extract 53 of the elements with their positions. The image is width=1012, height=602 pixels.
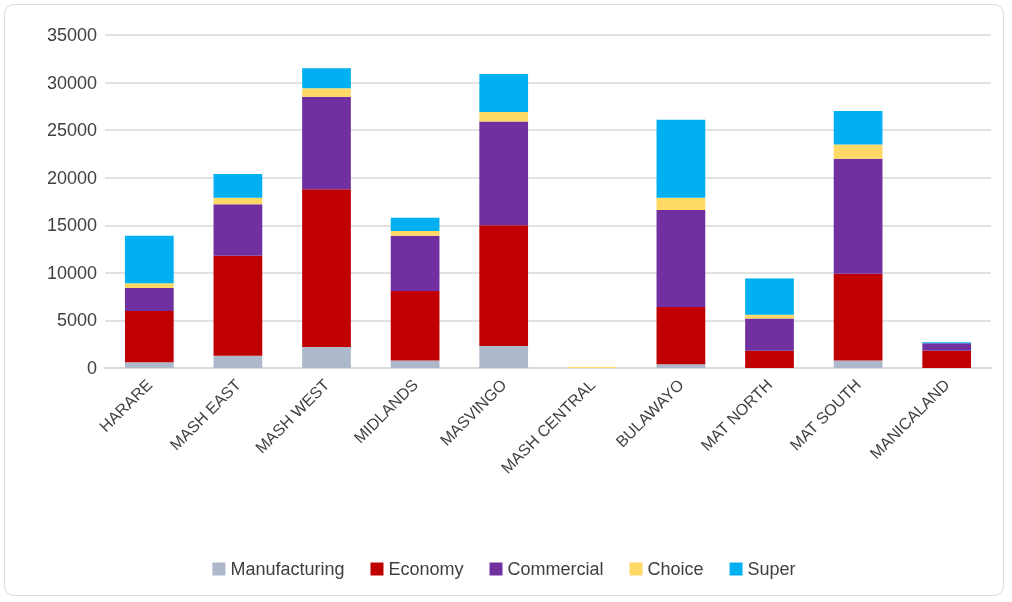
bar: [213, 173, 263, 198]
y-tick-label: 35000: [46, 25, 97, 45]
bar: [745, 278, 794, 315]
y-tick-label: 20000: [46, 167, 97, 188]
bar: [833, 158, 883, 274]
bar: [656, 307, 706, 365]
bar: [656, 210, 706, 308]
y-tick-label: 25000: [46, 120, 97, 141]
bar: [479, 121, 529, 226]
bar: [124, 310, 174, 363]
legend-label: Commercial: [507, 559, 604, 579]
bar: [124, 235, 174, 284]
bar: [656, 197, 706, 211]
bar: [124, 362, 174, 368]
bar: [390, 230, 440, 236]
bar: [479, 225, 529, 347]
bar: [124, 288, 174, 311]
bar: [922, 343, 972, 351]
y-tick-label: 0: [86, 358, 97, 378]
bar: [390, 290, 440, 361]
bar: [390, 217, 440, 231]
bar: [833, 360, 883, 368]
bar: [213, 355, 263, 368]
bar: [745, 314, 794, 319]
bar: [302, 88, 351, 97]
legend-label: Manufacturing: [230, 559, 345, 579]
bar: [390, 360, 440, 368]
y-tick-label: 30000: [46, 72, 97, 93]
bar: [833, 273, 883, 361]
bar: [213, 204, 263, 256]
bar: [213, 255, 263, 356]
legend-label: Super: [747, 559, 796, 579]
bar: [479, 112, 529, 122]
bar: [745, 318, 794, 351]
bar: [124, 283, 174, 289]
bar: [656, 119, 706, 198]
bar: [656, 364, 706, 368]
legend-label: Economy: [388, 559, 464, 579]
bar: [302, 96, 351, 190]
bar: [302, 68, 351, 89]
bar: [302, 189, 351, 348]
bar: [390, 235, 440, 291]
legend-label: Choice: [647, 559, 704, 579]
y-tick-label: 10000: [46, 262, 97, 283]
bar: [745, 350, 794, 368]
bar: [302, 347, 351, 368]
bar: [479, 74, 529, 113]
y-tick-label: 15000: [46, 215, 97, 236]
bar: [833, 144, 883, 159]
y-tick-label: 5000: [56, 310, 97, 331]
bar: [922, 350, 972, 368]
bar: [479, 346, 529, 368]
bar: [833, 111, 883, 145]
